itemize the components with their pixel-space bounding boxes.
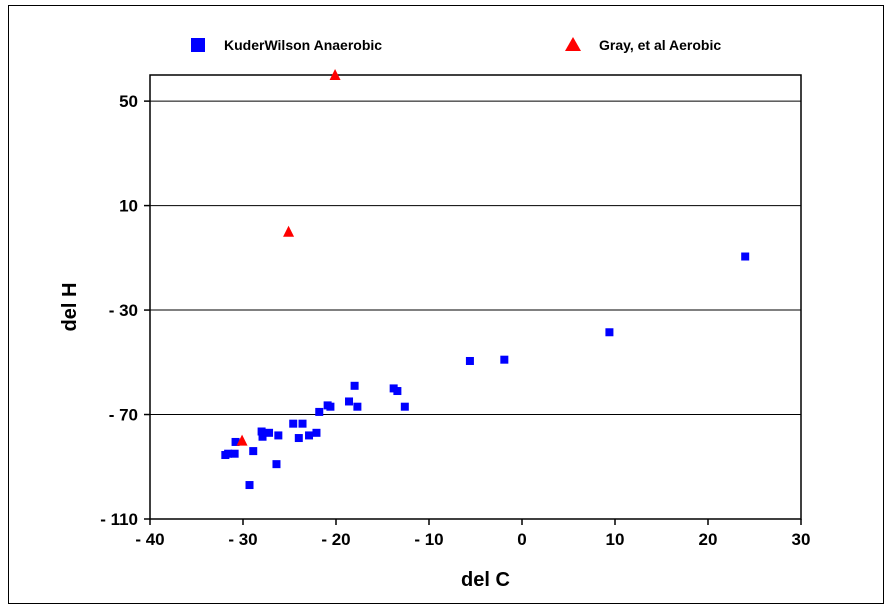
x-tick-label: 30 xyxy=(792,530,811,549)
x-tick-label: 20 xyxy=(699,530,718,549)
y-tick-label: - 70 xyxy=(109,406,138,425)
data-point-square xyxy=(393,387,402,396)
chart-frame xyxy=(8,5,884,604)
data-point-square xyxy=(605,328,614,337)
y-tick-label: - 30 xyxy=(109,301,138,320)
data-point-square xyxy=(230,449,239,458)
x-tick-label: - 10 xyxy=(414,530,443,549)
legend: KuderWilson Anaerobic Gray, et al Aerobic xyxy=(191,37,721,53)
legend-marker-triangle xyxy=(565,37,581,51)
gridlines xyxy=(150,100,801,416)
data-point-square xyxy=(400,402,409,411)
data-point-square xyxy=(257,427,266,436)
data-point-triangle xyxy=(329,69,341,80)
data-point-square xyxy=(265,428,274,437)
x-tick-label: - 20 xyxy=(321,530,350,549)
data-point-square xyxy=(465,356,474,365)
data-point-square xyxy=(500,355,509,364)
data-point-square xyxy=(258,432,267,441)
data-point-square xyxy=(741,252,750,261)
y-axis-ticks: 50 10 - 30 - 70 - 110 xyxy=(100,92,150,529)
data-point-square xyxy=(245,481,254,490)
y-axis-title: del H xyxy=(59,283,81,332)
data-point-square xyxy=(274,431,283,440)
x-tick-label: - 30 xyxy=(228,530,257,549)
legend-marker-square xyxy=(191,38,205,52)
x-axis-ticks: - 40 - 30 - 20 - 10 0 10 20 30 xyxy=(135,519,810,549)
data-point-square xyxy=(345,397,354,406)
data-point-square xyxy=(353,402,362,411)
data-point-square xyxy=(312,428,321,437)
y-tick-label: - 110 xyxy=(100,510,138,529)
data-point-square xyxy=(231,437,240,446)
data-point-square xyxy=(315,407,324,416)
data-point-square xyxy=(326,402,335,411)
data-points xyxy=(221,69,750,490)
data-point-square xyxy=(350,381,359,390)
x-tick-label: 0 xyxy=(517,530,526,549)
legend-label: Gray, et al Aerobic xyxy=(599,37,721,53)
y-tick-label: 10 xyxy=(119,197,138,216)
data-point-square xyxy=(289,419,298,428)
x-axis-title: del C xyxy=(461,569,510,591)
data-point-triangle xyxy=(236,434,248,446)
data-point-square xyxy=(272,460,281,469)
data-point-square xyxy=(224,449,233,458)
data-point-triangle xyxy=(283,225,295,237)
data-point-square xyxy=(249,447,258,456)
x-tick-label: - 40 xyxy=(135,530,164,549)
data-point-square xyxy=(305,431,314,440)
legend-label: KuderWilson Anaerobic xyxy=(224,37,382,53)
y-tick-label: 50 xyxy=(119,92,138,111)
x-tick-label: 10 xyxy=(606,530,625,549)
data-point-square xyxy=(298,419,307,428)
plot-area xyxy=(149,74,802,520)
data-point-square xyxy=(294,434,303,443)
